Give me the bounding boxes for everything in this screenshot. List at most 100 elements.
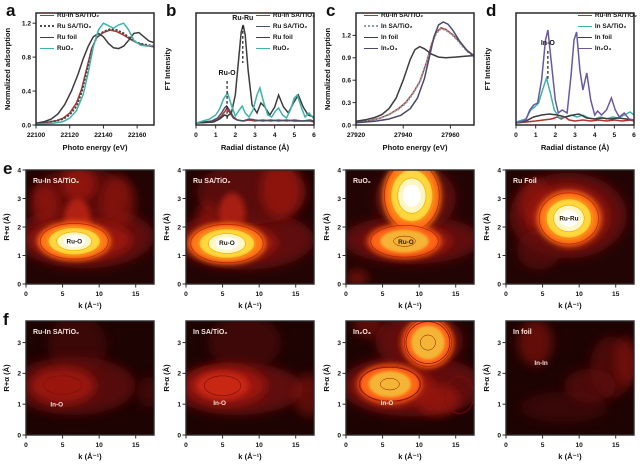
panel-letter-e: e: [3, 159, 13, 178]
svg-text:2: 2: [497, 371, 501, 378]
svg-text:R+α (Å): R+α (Å): [162, 364, 171, 392]
svg-text:6: 6: [632, 132, 636, 139]
svg-text:4: 4: [17, 167, 21, 174]
svg-text:In₂O₃: In₂O₃: [353, 329, 371, 336]
panel-a-chart: 22100 22120 22140 22160 0.0 0.4 0.8 1.2 Photo en…: [3, 12, 155, 152]
panel-e2-heatmap: Ru-O Ru SA/TiO₂ 0 5 10 15 0 1 2 3 4 k (Å⁻¹) R+α (Å): [162, 167, 315, 310]
svg-text:1: 1: [337, 401, 341, 408]
svg-text:4: 4: [273, 132, 277, 139]
panel-d-chart: In-O 0 1 2 3 4 5 6 Radial distance (Å) FT Intensi…: [483, 12, 636, 152]
svg-text:15: 15: [292, 442, 300, 449]
svg-text:5: 5: [61, 291, 65, 298]
legend-item: Ru-In SA/TiO₂: [364, 10, 423, 20]
panel-e1-heatmap: Ru-O Ru-In SA/TiO₂ 0 5 10 15 0 1 2 3 4 k (Å⁻¹) R+α (…: [2, 167, 155, 310]
svg-text:R+α (Å): R+α (Å): [322, 364, 331, 392]
svg-text:0: 0: [177, 281, 181, 288]
svg-text:4: 4: [337, 167, 341, 174]
svg-text:2: 2: [17, 371, 21, 378]
svg-text:1: 1: [497, 401, 501, 408]
svg-text:5: 5: [292, 132, 296, 139]
svg-text:10: 10: [255, 442, 263, 449]
svg-text:0: 0: [504, 442, 508, 449]
svg-text:1: 1: [177, 253, 181, 260]
legend-item: Ru foil: [40, 32, 99, 42]
legend-label: Ru SA/TiO₂: [57, 22, 92, 30]
svg-text:5: 5: [381, 442, 385, 449]
svg-text:In-O: In-O: [213, 400, 226, 407]
svg-text:0: 0: [514, 132, 518, 139]
svg-text:2: 2: [553, 132, 557, 139]
svg-text:22100: 22100: [27, 132, 46, 139]
legend-item: In foil: [577, 32, 637, 42]
svg-text:k (Å⁻¹): k (Å⁻¹): [398, 452, 422, 461]
svg-text:Ru Foil: Ru Foil: [513, 178, 537, 185]
svg-text:4: 4: [177, 167, 181, 174]
svg-text:Ru-O: Ru-O: [219, 70, 237, 77]
panel-letter-c: c: [326, 1, 336, 20]
legend-item: In SA/TiO₂: [364, 21, 423, 31]
svg-text:0: 0: [497, 432, 501, 439]
svg-text:1: 1: [534, 132, 538, 139]
panel-c-chart: 27920 27940 27960 0.0 0.3 0.6 0.9 1.2 Photo ener…: [323, 12, 475, 152]
svg-text:5: 5: [61, 442, 65, 449]
svg-text:k (Å⁻¹): k (Å⁻¹): [558, 452, 582, 461]
svg-text:5: 5: [381, 291, 385, 298]
svg-text:Ru SA/TiO₂: Ru SA/TiO₂: [193, 178, 231, 185]
svg-text:1.2: 1.2: [22, 20, 31, 27]
legend-item: Ru-In SA/TiO₂: [40, 10, 99, 20]
legend-line-swatch: [364, 47, 378, 49]
panel-f1: In-O Ru-In SA/TiO₂ 0 5 10 15 0 1 2 3 k (Å⁻¹) R+α (Å…: [0, 317, 160, 468]
svg-text:In-O: In-O: [50, 401, 63, 408]
panel-f2: In-O In SA/TiO₂ 0 5 10 15 0 1 2 3 k (Å⁻¹) R+α (Å): [160, 317, 320, 468]
legend-label: Ru-In SA/TiO₂: [594, 11, 637, 19]
svg-text:5: 5: [541, 291, 545, 298]
svg-text:3: 3: [573, 132, 577, 139]
svg-text:6: 6: [312, 132, 316, 139]
panel-d-legend: Ru-In SA/TiO₂ In SA/TiO₂ In foil In₂O₃: [577, 10, 637, 53]
svg-text:Photo energy (eV): Photo energy (eV): [383, 143, 448, 152]
svg-text:1: 1: [177, 401, 181, 408]
legend-item: In foil: [364, 32, 423, 42]
svg-text:5: 5: [221, 442, 225, 449]
svg-text:Ru-In SA/TiO₂: Ru-In SA/TiO₂: [33, 329, 79, 336]
svg-text:2: 2: [337, 224, 341, 231]
svg-text:2: 2: [177, 371, 181, 378]
svg-text:4: 4: [593, 132, 597, 139]
panel-e2: Ru-O Ru SA/TiO₂ 0 5 10 15 0 1 2 3 4 k (Å⁻¹) R+α (Å): [160, 166, 320, 317]
svg-text:0: 0: [337, 281, 341, 288]
panel-c-legend: Ru-In SA/TiO₂ In SA/TiO₂ In foil In₂O₃: [364, 10, 423, 53]
svg-text:4: 4: [497, 167, 501, 174]
legend-line-swatch: [577, 36, 592, 38]
svg-text:3: 3: [17, 196, 21, 203]
svg-text:Normalized adsorption: Normalized adsorption: [323, 28, 332, 111]
legend-line-swatch: [255, 36, 270, 38]
svg-text:3: 3: [497, 340, 501, 347]
legend-line-swatch: [255, 47, 270, 49]
svg-text:0.8: 0.8: [22, 54, 31, 61]
svg-text:2: 2: [337, 371, 341, 378]
panel-letter-d: d: [486, 1, 497, 20]
legend-line-swatch: [40, 14, 54, 16]
legend-item: In₂O₃: [364, 43, 423, 53]
legend-item: In SA/TiO₂: [577, 21, 637, 31]
panel-letter-f: f: [3, 310, 9, 329]
svg-text:k (Å⁻¹): k (Å⁻¹): [238, 301, 262, 310]
svg-text:0: 0: [194, 132, 198, 139]
legend-label: Ru SA/TiO₂: [272, 22, 308, 30]
svg-text:Ru-O: Ru-O: [66, 238, 82, 245]
legend-line-swatch: [40, 47, 54, 49]
svg-text:27960: 27960: [441, 132, 460, 139]
svg-text:R+α (Å): R+α (Å): [2, 213, 11, 241]
svg-text:R+α (Å): R+α (Å): [2, 364, 11, 392]
svg-text:2: 2: [177, 224, 181, 231]
svg-text:k (Å⁻¹): k (Å⁻¹): [238, 452, 262, 461]
svg-text:k (Å⁻¹): k (Å⁻¹): [78, 452, 102, 461]
svg-text:In-O: In-O: [541, 40, 556, 47]
svg-text:27920: 27920: [347, 132, 366, 139]
panel-d: d Ru-In SA/TiO₂ In SA/TiO₂ In foil In₂O₃ In…: [480, 0, 640, 166]
svg-text:0: 0: [344, 291, 348, 298]
svg-text:RuO₂: RuO₂: [353, 178, 371, 185]
legend-item: Ru SA/TiO₂: [40, 21, 99, 31]
svg-text:0: 0: [344, 442, 348, 449]
svg-text:1: 1: [214, 132, 218, 139]
